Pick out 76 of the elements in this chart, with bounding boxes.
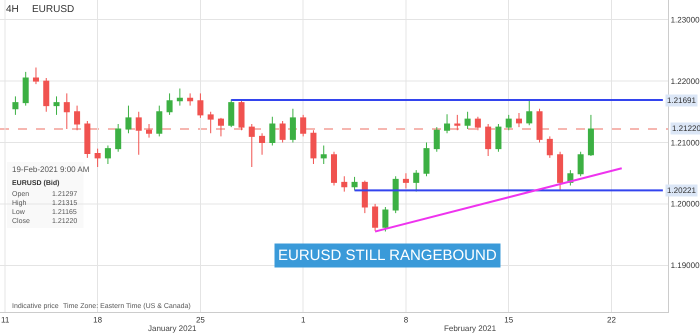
candlestick xyxy=(526,100,532,126)
candlestick xyxy=(320,145,327,164)
candlestick xyxy=(218,117,224,137)
candlestick xyxy=(413,170,420,192)
candlestick xyxy=(300,114,306,137)
candlestick xyxy=(536,108,543,143)
candlestick xyxy=(434,126,440,152)
candlestick xyxy=(485,124,492,156)
candlestick xyxy=(474,116,481,131)
candlestick xyxy=(43,78,50,112)
y-tick-label: 1.22000 xyxy=(670,76,700,86)
candlestick xyxy=(64,92,70,130)
candlestick xyxy=(341,176,348,192)
candlestick xyxy=(32,67,39,85)
candlestick xyxy=(362,180,368,214)
data-label: 1.21691 xyxy=(667,96,696,105)
candlestick xyxy=(495,124,502,152)
candlestick xyxy=(74,105,80,131)
candlestick xyxy=(228,99,234,128)
candlestick xyxy=(238,100,245,131)
candlestick xyxy=(12,96,18,116)
candlestick xyxy=(352,176,358,191)
candlestick xyxy=(578,151,584,177)
candlestick xyxy=(310,130,316,164)
text: January 2021 xyxy=(148,324,198,333)
candlestick xyxy=(423,142,430,177)
candlestick xyxy=(444,114,450,134)
y-tick-label: 1.21000 xyxy=(670,138,700,148)
candlestick xyxy=(187,92,194,106)
candlestick xyxy=(156,105,162,137)
annotation: EURUSD STILL RANGEBOUND xyxy=(278,247,497,264)
candlestick xyxy=(136,111,142,156)
candlestick xyxy=(197,92,204,118)
candlestick xyxy=(392,176,399,214)
candlestick xyxy=(557,151,564,190)
candlestick xyxy=(146,124,152,138)
x-tick-label: 25 xyxy=(196,316,206,325)
data-label: 1.20221 xyxy=(667,186,696,195)
x-tick-label: 11 xyxy=(0,316,10,325)
candlestick xyxy=(372,203,378,232)
candlestick xyxy=(290,108,296,143)
candlestick xyxy=(464,111,471,130)
x-tick-label: 8 xyxy=(404,316,409,325)
candlestick xyxy=(22,71,29,106)
candlestick xyxy=(115,124,122,152)
candlestick xyxy=(84,120,90,158)
candlestick xyxy=(516,112,522,128)
candlestick xyxy=(588,114,594,156)
candlestick xyxy=(176,88,183,106)
candlestick xyxy=(104,145,111,164)
x-tick-label: 18 xyxy=(93,316,103,325)
candlestick xyxy=(125,105,132,134)
candlestick xyxy=(330,151,338,186)
x-tick-label: 1 xyxy=(300,316,306,325)
y-tick-label: 1.23000 xyxy=(670,15,700,24)
candlestick xyxy=(546,136,553,158)
candlestick xyxy=(54,96,60,116)
candlestick xyxy=(280,120,286,143)
candlestick xyxy=(259,132,266,156)
chart-subtitle: EURUSD xyxy=(32,4,74,15)
y-tick-label: 1.19000 xyxy=(670,261,700,270)
candlestick xyxy=(166,92,173,116)
candlestick xyxy=(269,116,276,146)
text: February 2021 xyxy=(444,324,497,333)
candlestick xyxy=(382,206,388,232)
candlestick xyxy=(454,114,460,131)
x-tick-label: 15 xyxy=(504,316,514,325)
candlestick xyxy=(94,148,101,168)
candlestick xyxy=(506,114,512,131)
y-tick-label: 1.20000 xyxy=(670,200,700,209)
candlestick xyxy=(248,124,255,168)
candlestick xyxy=(208,111,214,134)
annotation: 19-Feb-2021 9:00 AM xyxy=(12,165,90,174)
chart-title: 4H xyxy=(6,4,19,15)
candlestick xyxy=(402,172,409,190)
x-tick-label: 22 xyxy=(607,316,616,325)
